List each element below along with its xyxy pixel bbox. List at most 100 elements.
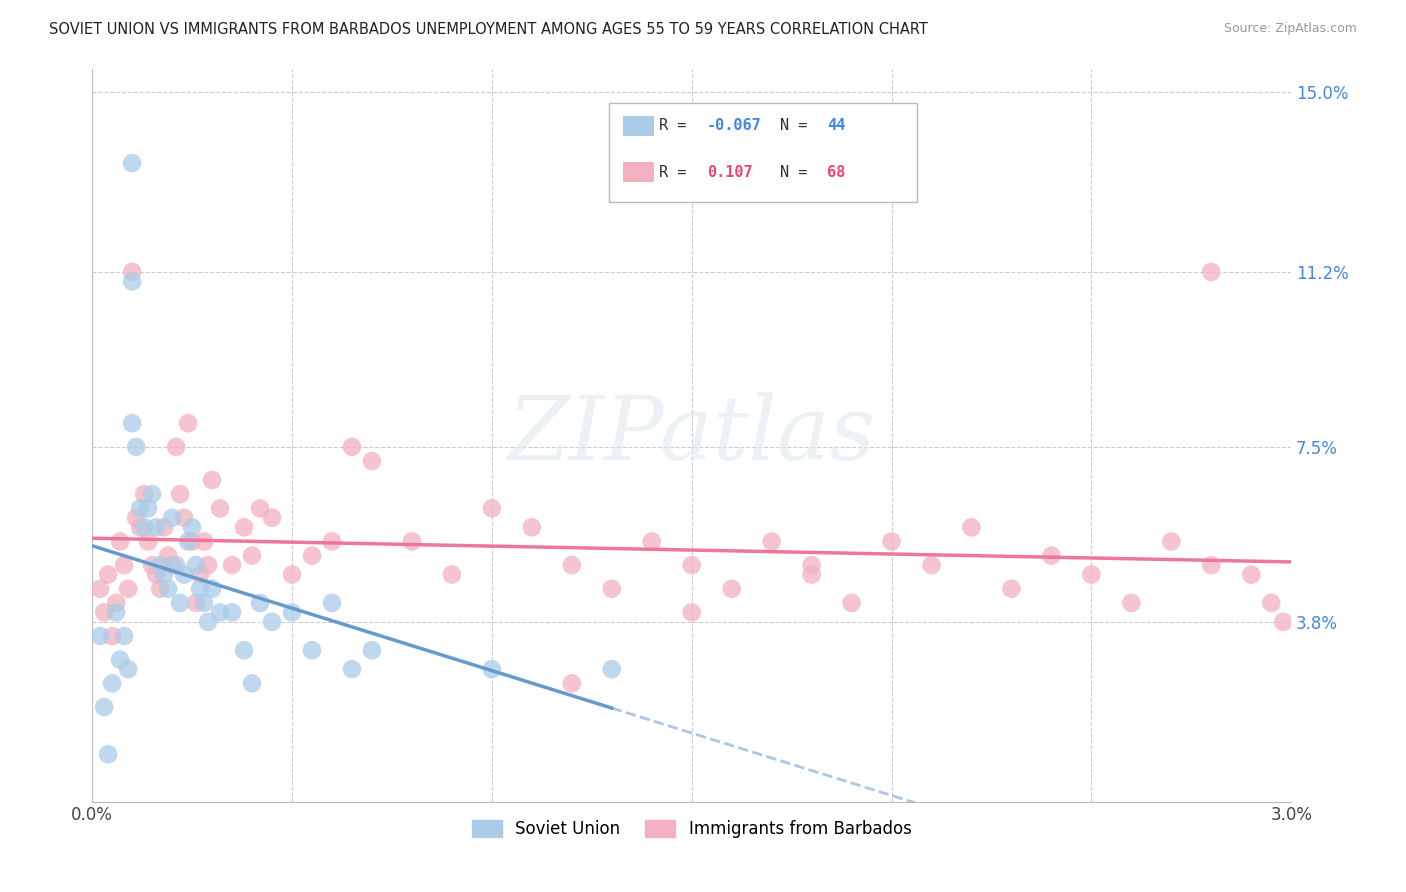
- Text: -0.067: -0.067: [707, 119, 762, 133]
- Point: [89, 629, 111, 643]
- Point: [1121, 596, 1143, 610]
- Point: [136, 501, 159, 516]
- Point: [1272, 615, 1295, 629]
- Point: [1160, 534, 1182, 549]
- Point: [921, 558, 943, 573]
- Point: [481, 501, 503, 516]
- Point: [1201, 558, 1223, 573]
- Text: 44: 44: [827, 119, 845, 133]
- Point: [800, 567, 823, 582]
- Point: [880, 534, 903, 549]
- Point: [561, 558, 583, 573]
- Point: [129, 520, 152, 534]
- Point: [177, 416, 200, 430]
- Point: [165, 440, 187, 454]
- Point: [281, 567, 304, 582]
- Point: [681, 606, 703, 620]
- Point: [600, 662, 623, 676]
- Point: [108, 534, 131, 549]
- Text: SOVIET UNION VS IMMIGRANTS FROM BARBADOS UNEMPLOYMENT AMONG AGES 55 TO 59 YEARS : SOVIET UNION VS IMMIGRANTS FROM BARBADOS…: [49, 22, 928, 37]
- Point: [173, 511, 195, 525]
- Point: [201, 582, 224, 596]
- Point: [841, 596, 863, 610]
- Point: [160, 558, 183, 573]
- Point: [321, 596, 343, 610]
- Point: [260, 511, 283, 525]
- Point: [134, 487, 156, 501]
- Point: [960, 520, 983, 534]
- Point: [97, 747, 120, 762]
- Point: [681, 558, 703, 573]
- Point: [209, 501, 232, 516]
- Point: [720, 582, 742, 596]
- Point: [800, 558, 823, 573]
- Point: [221, 558, 243, 573]
- Point: [173, 567, 195, 582]
- Point: [141, 558, 163, 573]
- Point: [561, 676, 583, 690]
- Point: [160, 511, 183, 525]
- Point: [181, 520, 204, 534]
- Point: [340, 662, 363, 676]
- Point: [361, 643, 384, 657]
- Point: [761, 534, 783, 549]
- Point: [101, 676, 124, 690]
- Point: [153, 520, 176, 534]
- Point: [249, 596, 271, 610]
- Point: [1260, 596, 1282, 610]
- Point: [600, 582, 623, 596]
- Point: [193, 534, 215, 549]
- Point: [129, 501, 152, 516]
- Point: [121, 265, 143, 279]
- Point: [221, 606, 243, 620]
- Point: [136, 534, 159, 549]
- Point: [197, 615, 219, 629]
- Text: Source: ZipAtlas.com: Source: ZipAtlas.com: [1223, 22, 1357, 36]
- Point: [145, 567, 167, 582]
- Point: [145, 520, 167, 534]
- Point: [201, 473, 224, 487]
- Point: [112, 629, 135, 643]
- Point: [97, 567, 120, 582]
- Point: [181, 534, 204, 549]
- Point: [149, 582, 172, 596]
- Point: [184, 558, 207, 573]
- Point: [93, 606, 115, 620]
- Point: [193, 596, 215, 610]
- Text: N =: N =: [780, 165, 807, 179]
- Point: [1000, 582, 1022, 596]
- Point: [240, 676, 263, 690]
- Point: [641, 534, 664, 549]
- Point: [240, 549, 263, 563]
- Point: [169, 487, 191, 501]
- Text: 68: 68: [827, 165, 845, 179]
- Point: [481, 662, 503, 676]
- Point: [281, 606, 304, 620]
- Point: [321, 534, 343, 549]
- Point: [340, 440, 363, 454]
- Point: [153, 567, 176, 582]
- Point: [112, 558, 135, 573]
- Point: [141, 487, 163, 501]
- Point: [125, 511, 148, 525]
- Point: [233, 520, 256, 534]
- Point: [157, 582, 180, 596]
- Point: [1201, 265, 1223, 279]
- Point: [117, 662, 139, 676]
- Point: [184, 596, 207, 610]
- Point: [105, 606, 128, 620]
- Text: R =: R =: [659, 165, 686, 179]
- Point: [169, 596, 191, 610]
- Point: [401, 534, 423, 549]
- Text: N =: N =: [780, 119, 807, 133]
- Point: [117, 582, 139, 596]
- Point: [108, 653, 131, 667]
- Point: [101, 629, 124, 643]
- Point: [121, 156, 143, 170]
- Point: [134, 520, 156, 534]
- Point: [1240, 567, 1263, 582]
- Text: ZIPatlas: ZIPatlas: [508, 392, 876, 478]
- Point: [301, 549, 323, 563]
- Point: [125, 440, 148, 454]
- Point: [93, 700, 115, 714]
